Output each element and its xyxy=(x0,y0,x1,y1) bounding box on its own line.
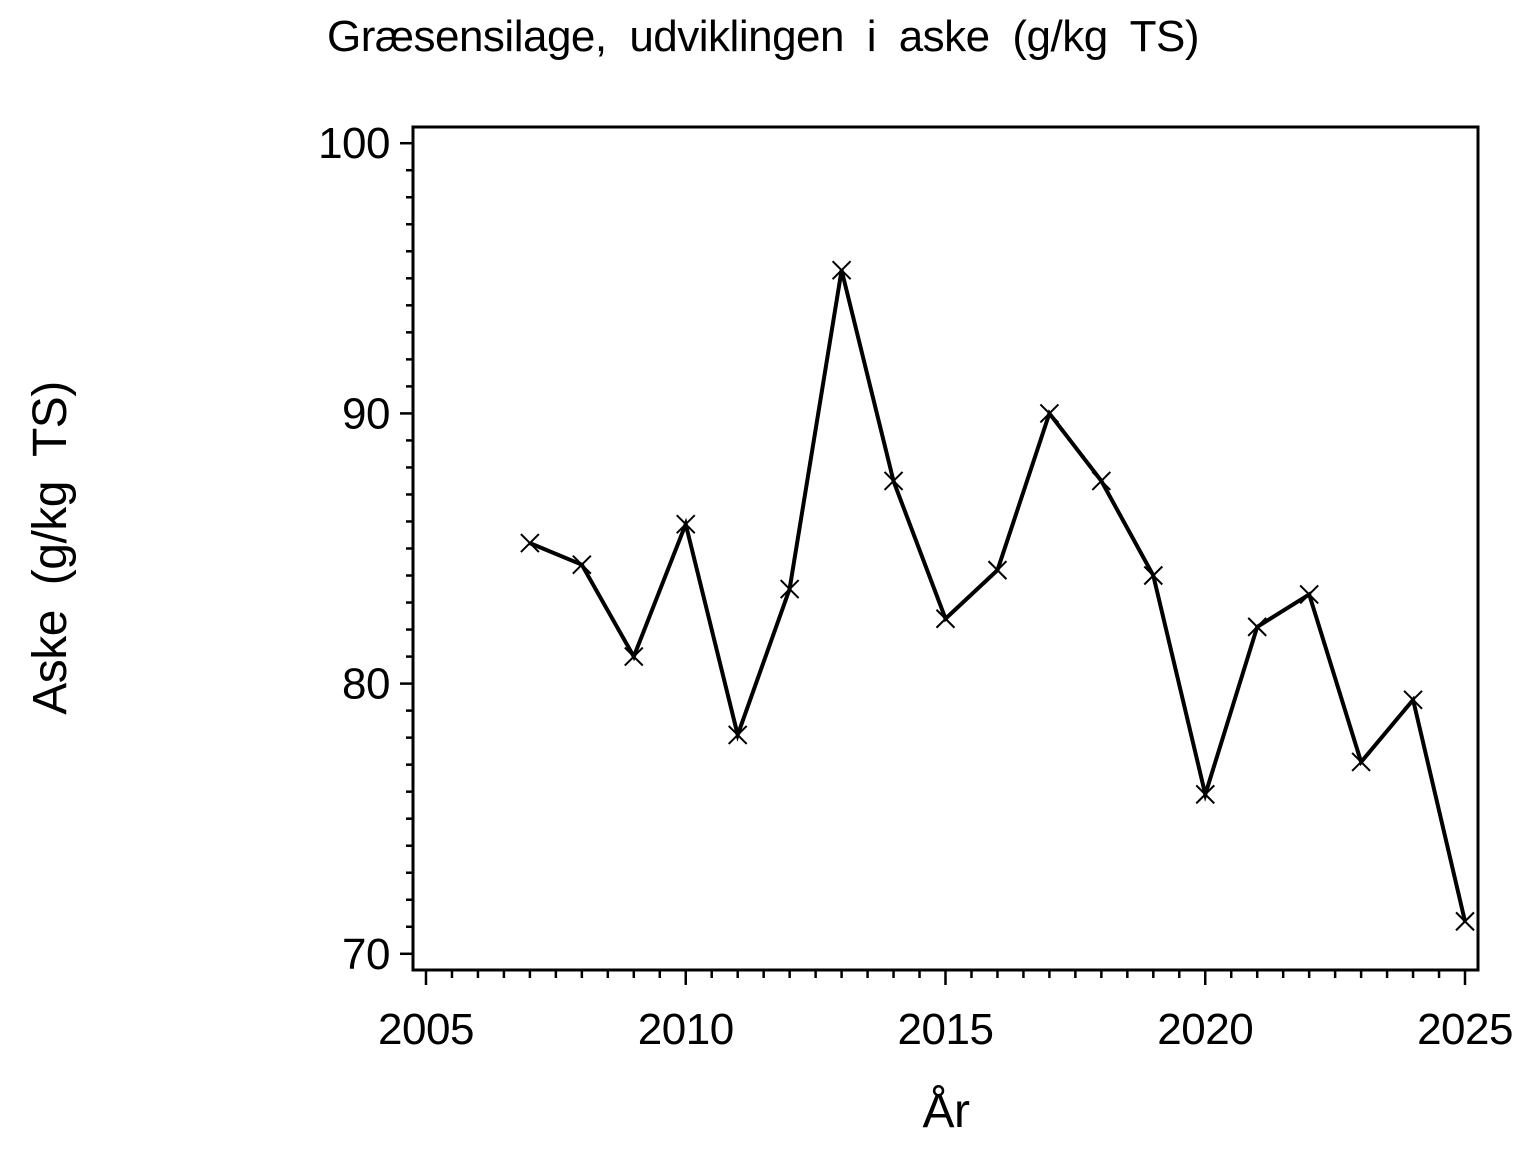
data-point-marker xyxy=(1455,911,1475,932)
y-axis-label: Aske (g/kg TS) xyxy=(24,381,77,715)
data-series-layer xyxy=(520,260,1475,932)
data-point-marker xyxy=(572,555,592,575)
data-point-marker xyxy=(1143,565,1164,586)
x-axis-label: År xyxy=(923,1085,971,1138)
plot-frame xyxy=(411,125,1480,972)
data-point-marker xyxy=(1299,584,1319,605)
data-point-marker xyxy=(1195,784,1215,805)
y-tick-label: 70 xyxy=(342,930,390,979)
data-point-marker xyxy=(1247,617,1267,637)
data-point-marker xyxy=(624,646,644,667)
data-point-marker xyxy=(1351,752,1371,772)
data-point-marker xyxy=(935,609,956,629)
y-tick-label: 100 xyxy=(318,119,390,168)
x-tick-label: 2020 xyxy=(1157,1005,1253,1054)
data-point-marker xyxy=(883,471,904,491)
axes-layer: 70 80 90 100 2005 2010 2015 2020 2025 xyxy=(318,119,1513,1054)
data-point-marker xyxy=(831,260,852,280)
data-point-marker xyxy=(727,725,748,745)
data-point-marker xyxy=(1039,403,1060,424)
data-point-marker xyxy=(779,579,800,599)
data-point-marker xyxy=(676,514,696,534)
data-point-marker xyxy=(1403,690,1423,710)
data-point-marker xyxy=(1091,471,1112,491)
y-tick-label: 90 xyxy=(342,389,390,438)
data-point-marker xyxy=(987,560,1008,580)
x-tick-label: 2010 xyxy=(638,1005,734,1054)
chart-title: Græsensilage, udviklingen i aske (g/kg T… xyxy=(327,12,1199,61)
x-tick-label: 2025 xyxy=(1417,1005,1513,1054)
x-tick-label: 2015 xyxy=(898,1005,994,1054)
x-tick-label: 2005 xyxy=(378,1005,474,1054)
y-tick-label: 80 xyxy=(342,660,390,709)
data-line xyxy=(529,269,1467,922)
data-point-marker xyxy=(520,533,540,553)
